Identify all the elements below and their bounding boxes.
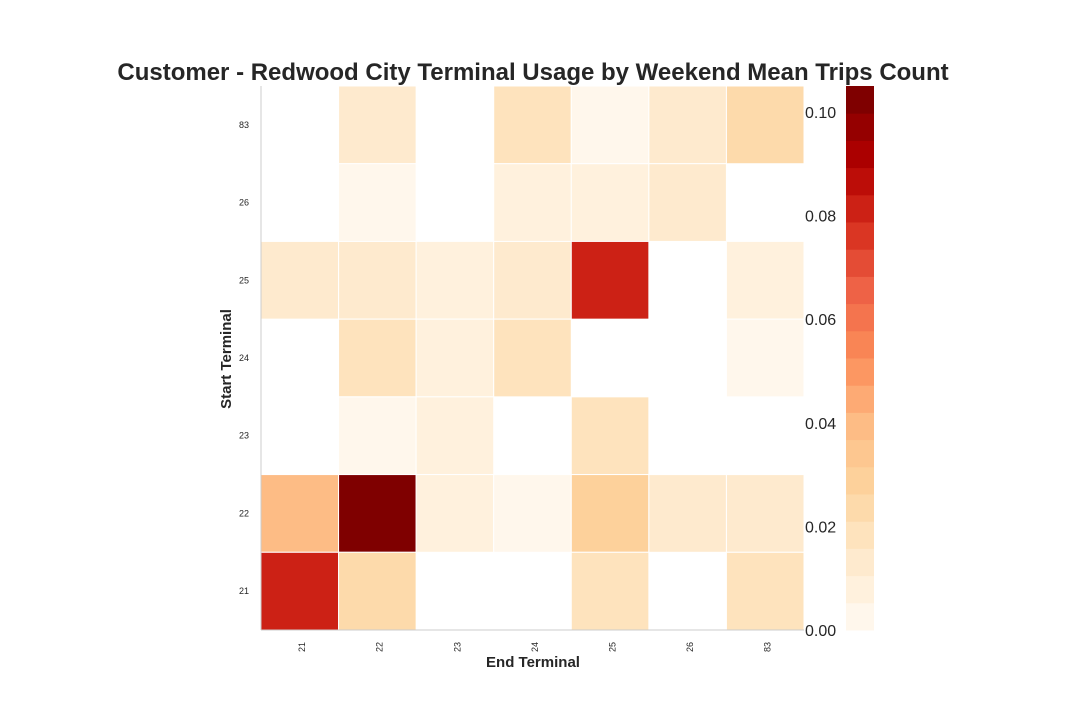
x-tick-21: 21 bbox=[297, 642, 307, 652]
colorbar-level-13 bbox=[846, 249, 874, 277]
y-tick-22: 22 bbox=[239, 508, 249, 518]
y-tick-26: 26 bbox=[239, 198, 249, 208]
colorbar-level-1 bbox=[846, 575, 874, 604]
colorbar-tick-3: 0.06 bbox=[805, 312, 836, 329]
colorbar-level-8 bbox=[846, 385, 874, 413]
colorbar-level-16 bbox=[846, 167, 874, 196]
x-tick-23: 23 bbox=[452, 642, 462, 652]
heatmap-cell-21-83 bbox=[725, 551, 805, 631]
heatmap-cell-26-22 bbox=[338, 163, 417, 242]
colorbar-level-9 bbox=[846, 358, 874, 386]
x-axis-label: End Terminal bbox=[486, 654, 580, 671]
colorbar-level-17 bbox=[846, 140, 874, 169]
heatmap-cell-83-22 bbox=[338, 85, 417, 165]
x-tick-83: 83 bbox=[763, 642, 773, 652]
heatmap-cell-25-83 bbox=[725, 240, 805, 320]
heatmap-cell-22-24 bbox=[493, 474, 572, 553]
heatmap-cell-22-23 bbox=[415, 474, 495, 553]
heatmap-cell-83-26 bbox=[648, 85, 727, 165]
heatmap-cell-26-25 bbox=[570, 163, 650, 242]
heatmap-cell-22-26 bbox=[648, 474, 727, 553]
y-tick-25: 25 bbox=[239, 275, 249, 285]
colorbar-tick-0: 0.00 bbox=[805, 623, 836, 640]
colorbar-level-15 bbox=[846, 194, 874, 223]
colorbar-tick-4: 0.08 bbox=[805, 209, 836, 226]
colorbar-level-2 bbox=[846, 548, 874, 577]
heatmap-cell-25-21 bbox=[260, 240, 340, 320]
heatmap-cell-23-22 bbox=[338, 396, 417, 476]
colorbar-level-12 bbox=[846, 276, 874, 305]
heatmap-cell-24-83 bbox=[725, 318, 805, 398]
y-tick-21: 21 bbox=[239, 586, 249, 596]
colorbar-tick-2: 0.04 bbox=[805, 416, 836, 433]
heatmap-cells bbox=[260, 85, 805, 631]
colorbar bbox=[846, 86, 874, 631]
y-tick-labels: 83 26 25 24 23 22 21 bbox=[239, 120, 249, 596]
y-tick-23: 23 bbox=[239, 431, 249, 441]
colorbar-level-6 bbox=[846, 439, 874, 468]
heatmap-cell-26-26 bbox=[648, 163, 727, 242]
heatmap-cell-22-21 bbox=[260, 474, 340, 553]
heatmap-cell-23-23 bbox=[415, 396, 495, 476]
colorbar-level-5 bbox=[846, 466, 874, 495]
heatmap-cell-24-24 bbox=[493, 318, 572, 398]
heatmap-cell-21-22 bbox=[338, 551, 417, 631]
colorbar-level-7 bbox=[846, 412, 874, 441]
heatmap-cell-23-25 bbox=[570, 396, 650, 476]
y-tick-83: 83 bbox=[239, 120, 249, 130]
heatmap-cell-24-23 bbox=[415, 318, 495, 398]
heatmap-cell-25-23 bbox=[415, 240, 495, 320]
x-tick-26: 26 bbox=[685, 642, 695, 652]
colorbar-level-4 bbox=[846, 494, 874, 522]
heatmap-cell-25-24 bbox=[493, 240, 572, 320]
heatmap-cell-26-24 bbox=[493, 163, 572, 242]
y-axis-label: Start Terminal bbox=[218, 309, 235, 409]
colorbar-tick-labels: 0.00 0.02 0.04 0.06 0.08 0.10 bbox=[805, 105, 836, 640]
heatmap-cell-21-25 bbox=[570, 551, 650, 631]
heatmap-axes bbox=[260, 86, 804, 631]
heatmap-cell-24-22 bbox=[338, 318, 417, 398]
x-tick-24: 24 bbox=[530, 642, 540, 652]
y-tick-24: 24 bbox=[239, 353, 249, 363]
colorbar-level-0 bbox=[846, 602, 874, 631]
heatmap-cell-22-22 bbox=[338, 474, 417, 553]
x-tick-22: 22 bbox=[375, 642, 385, 652]
chart-title: Customer - Redwood City Terminal Usage b… bbox=[117, 59, 948, 86]
heatmap-cell-22-83 bbox=[725, 474, 805, 553]
heatmap-cell-21-21 bbox=[260, 551, 340, 631]
colorbar-tick-1: 0.02 bbox=[805, 519, 836, 536]
heatmap-cell-25-22 bbox=[338, 240, 417, 320]
heatmap-cell-83-83 bbox=[725, 85, 805, 165]
colorbar-level-18 bbox=[846, 113, 874, 141]
heatmap-cell-25-25 bbox=[570, 240, 650, 320]
colorbar-tick-5: 0.10 bbox=[805, 105, 836, 122]
colorbar-level-14 bbox=[846, 222, 874, 250]
colorbar-level-19 bbox=[846, 86, 874, 114]
heatmap-cell-22-25 bbox=[570, 474, 650, 553]
heatmap-cell-83-24 bbox=[493, 85, 572, 165]
colorbar-level-11 bbox=[846, 303, 874, 332]
x-tick-25: 25 bbox=[607, 642, 617, 652]
x-tick-labels: 21 22 23 24 25 26 83 bbox=[297, 642, 772, 652]
colorbar-level-10 bbox=[846, 330, 874, 359]
colorbar-level-3 bbox=[846, 521, 874, 549]
heatmap-cell-83-25 bbox=[570, 85, 650, 165]
